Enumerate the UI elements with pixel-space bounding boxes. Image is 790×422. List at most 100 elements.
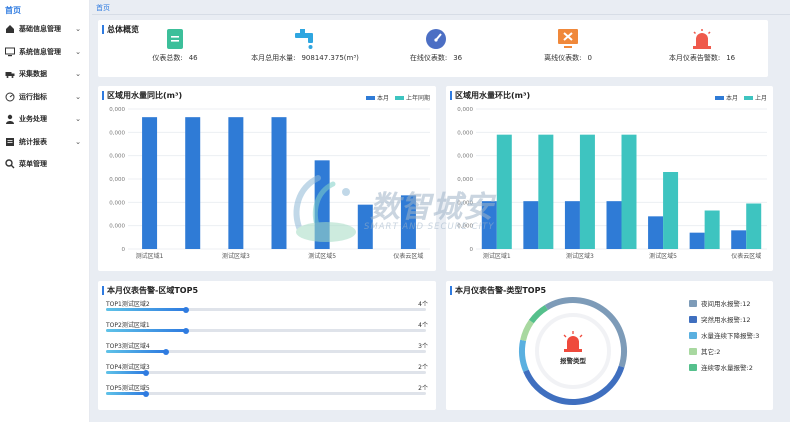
overview-stat-2: 在线仪表数: 36 [376, 28, 496, 63]
bar-current[interactable] [689, 232, 705, 249]
sidebar-home[interactable]: 首页 [5, 6, 21, 15]
top5-progress-dot [163, 348, 169, 355]
breadcrumb-divider [92, 14, 790, 15]
top5-progress-dot [143, 390, 149, 397]
y-tick-label: 0 [122, 247, 126, 253]
sidebar-item-6[interactable]: 菜单管理 [0, 153, 89, 176]
bar-current[interactable] [314, 160, 330, 249]
donut-slice[interactable] [520, 319, 534, 342]
bar-current[interactable] [185, 117, 201, 250]
top5-title: 本月仪表告警-区域TOP5 [102, 286, 198, 295]
yoy-legend-previous: 上年同期 [405, 95, 430, 102]
top5-progress-dot [183, 327, 189, 334]
alarm-type-title: 本月仪表告警-类型TOP5 [450, 286, 546, 295]
yoy-bar-chart: 0 0,000 0,000 0,000 0,000 0,000 0,000 测试区域1 测试区域… [109, 107, 430, 260]
bar-previous[interactable] [704, 210, 720, 250]
donut-center-label: 报警类型 [560, 356, 587, 365]
overview-panel: 总体概览 仪表总数: 46 本月总用水量: 908147.375(m³) 在线仪表数: 3… [98, 20, 768, 77]
y-tick-label: 0,000 [109, 177, 125, 183]
sidebar-item-0[interactable]: 基础信息管理 ⌄ [0, 18, 89, 41]
overview-stat-label: 仪表总数: [152, 54, 183, 62]
legend-swatch [689, 315, 697, 323]
yoy-legend-swatch-current [365, 95, 375, 100]
top5-row-count: 2个 [418, 364, 428, 371]
chevron-down-icon[interactable]: ⌄ [75, 137, 81, 146]
x-tick-label: 测试区域3 [222, 252, 250, 260]
chevron-down-icon[interactable]: ⌄ [75, 70, 81, 79]
mom-bar-chart: 0 0,000 0,000 0,000 0,000 0,000 0,000 测试区域1 测试区域… [457, 107, 767, 260]
bar-current[interactable] [271, 117, 287, 250]
yoy-chart-panel: 区域用水量同比(m³) 本月 上年同期 0 0,000 0,000 0,000 0,00… [98, 86, 436, 271]
sidebar-item-3[interactable]: 运行指标 ⌄ [0, 86, 89, 109]
sidebar-item-1[interactable]: 系统信息管理 ⌄ [0, 41, 89, 64]
overview-stat-value: 16 [726, 54, 736, 62]
x-tick-label: 测试区域3 [566, 252, 594, 260]
sidebar-item-2[interactable]: 采集数据 ⌄ [0, 63, 89, 86]
top5-progress-track [106, 348, 426, 355]
donut-slice[interactable] [519, 339, 529, 372]
chevron-down-icon[interactable]: ⌄ [75, 47, 81, 56]
top5-row: TOP3测试区域4 3个 [106, 341, 431, 355]
search-icon [5, 159, 15, 169]
top5-progress-track [106, 390, 426, 397]
alarm-type-legend-item: 连续零水量报警:2 [689, 362, 753, 372]
sidebar-item-5[interactable]: 统计报表 ⌄ [0, 131, 89, 154]
bar-current[interactable] [648, 216, 664, 249]
chevron-down-icon[interactable]: ⌄ [75, 25, 81, 34]
yoy-legend-swatch-previous [394, 95, 404, 100]
y-tick-label: 0,000 [457, 130, 473, 136]
alarm-type-legend-label: 突然用水报警:12 [701, 316, 751, 324]
y-tick-label: 0,000 [457, 224, 473, 230]
truck-icon [5, 69, 15, 79]
bar-previous[interactable] [663, 172, 679, 249]
donut-slice[interactable] [544, 297, 627, 368]
top5-row-label: TOP4测试区域3 [106, 364, 150, 371]
y-tick-label: 0,000 [109, 130, 125, 136]
sidebar-item-4[interactable]: 业务处理 ⌄ [0, 108, 89, 131]
bar-previous[interactable] [538, 134, 554, 249]
y-tick-label: 0,000 [457, 107, 473, 113]
x-tick-label: 测试区域1 [136, 252, 164, 260]
breadcrumb[interactable]: 首页 [96, 4, 110, 12]
report-icon [5, 137, 15, 147]
alarm-type-legend-item: 夜间用水报警:12 [689, 298, 750, 308]
chevron-down-icon[interactable]: ⌄ [75, 115, 81, 124]
x-tick-label: 仪表云区域 [731, 252, 761, 260]
faucet-icon [245, 28, 365, 50]
overview-stat-4: 本月仪表告警数: 16 [642, 28, 762, 63]
alarm-type-legend-label: 水量连续下降报警:3 [701, 332, 760, 340]
alarm-type-legend-item: 水量连续下降报警:3 [689, 330, 759, 340]
alarm-type-legend-label: 其它:2 [701, 348, 721, 356]
mom-legend-swatch-current [714, 95, 724, 100]
bar-previous[interactable] [746, 203, 762, 250]
bar-current[interactable] [564, 201, 580, 249]
bar-current[interactable] [357, 204, 373, 249]
mom-legend: 本月 上月 [709, 93, 767, 102]
bar-current[interactable] [142, 117, 158, 250]
top5-row-label: TOP2测试区域1 [106, 322, 150, 329]
top5-row-count: 3个 [418, 343, 428, 350]
top5-progress-fill [106, 308, 186, 311]
top5-row-label: TOP3测试区域4 [106, 343, 150, 350]
bar-previous[interactable] [621, 134, 637, 249]
bar-current[interactable] [400, 195, 416, 249]
offline-monitor-icon [508, 28, 628, 50]
overview-stat-label: 本月仪表告警数: [668, 54, 721, 62]
donut-slice[interactable] [528, 304, 549, 324]
bar-current[interactable] [481, 201, 497, 249]
y-tick-label: 0,000 [109, 200, 125, 206]
alarm-type-donut: 报警类型 [519, 297, 627, 405]
top5-progress-track [106, 327, 426, 334]
top5-row-label: TOP1测试区域2 [106, 301, 150, 308]
bar-previous[interactable] [496, 134, 512, 249]
alarm-light-icon [642, 28, 762, 50]
bar-previous[interactable] [579, 134, 595, 249]
chevron-down-icon[interactable]: ⌄ [75, 92, 81, 101]
bar-current[interactable] [228, 117, 244, 250]
bar-current[interactable] [606, 201, 622, 249]
bar-current[interactable] [523, 201, 539, 249]
top5-panel: 本月仪表告警-区域TOP5 TOP1测试区域2 4个 TOP2测试区域1 4个 TOP3… [98, 281, 436, 410]
overview-stat-label: 本月总用水量: [251, 54, 296, 62]
bar-current[interactable] [731, 230, 747, 249]
donut-slice[interactable] [523, 365, 625, 405]
